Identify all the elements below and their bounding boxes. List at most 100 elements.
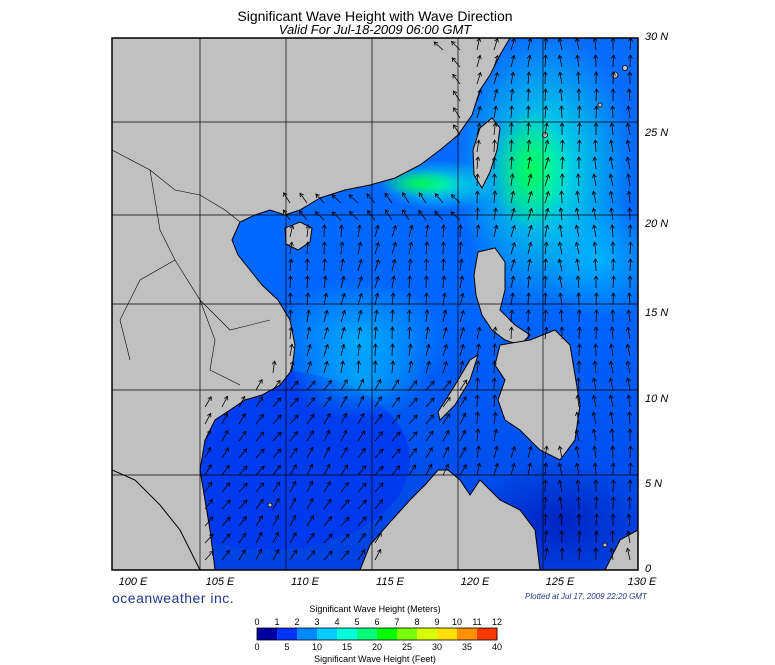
wave-arrow [306, 397, 316, 408]
wave-arrow-head [460, 292, 465, 298]
wave-arrow-head [476, 445, 481, 451]
wave-arrow-head [557, 241, 563, 247]
wave-arrow [374, 343, 376, 357]
wave-arrow [493, 123, 496, 136]
wave-arrow [221, 533, 231, 544]
wave-arrow [544, 513, 547, 527]
wave-arrow-head [407, 343, 413, 348]
wave-arrow [629, 445, 631, 459]
wave-arrow [238, 413, 246, 425]
wave-arrow-head [559, 326, 565, 331]
wave-arrow-head [576, 530, 582, 535]
wave-arrow-head [543, 462, 549, 467]
wave-arrow-head [358, 275, 363, 281]
wave-arrow-head [357, 326, 363, 332]
wave-arrow-head [324, 360, 329, 366]
wave-arrow-head [208, 498, 213, 504]
wave-arrow-head [526, 88, 531, 93]
wave-arrow-head [492, 190, 498, 195]
colorbar-meters-tick: 0 [254, 617, 260, 627]
wave-arrow [544, 157, 549, 170]
wave-arrow-head [594, 309, 599, 314]
wave-arrow [510, 259, 515, 272]
wave-arrow [459, 396, 467, 408]
wave-arrow-head [608, 156, 614, 162]
colorbar-swatch [477, 628, 498, 640]
wave-arrow [374, 327, 377, 340]
wave-arrow [476, 55, 481, 68]
wave-arrow-head [625, 343, 631, 349]
wave-arrow [204, 447, 211, 459]
wave-arrow [544, 242, 547, 255]
wave-arrow-head [559, 547, 565, 552]
wave-arrow-head [557, 54, 563, 60]
wave-arrow [221, 430, 229, 442]
wave-arrow [434, 211, 444, 221]
wave-arrow-head [408, 224, 414, 230]
wave-arrow [374, 448, 384, 459]
wave-arrow [340, 242, 343, 255]
wave-arrow [510, 208, 515, 221]
wave-arrow [544, 38, 547, 51]
wave-arrow-head [558, 496, 563, 502]
wave-arrow-head [271, 360, 277, 365]
wave-arrow-head [543, 54, 548, 59]
wave-arrow-head [593, 71, 599, 76]
wave-arrow [558, 259, 563, 272]
wave-arrow [255, 532, 263, 544]
colorbar-meters-tick: 1 [274, 617, 280, 627]
wave-arrow [627, 123, 631, 136]
wave-arrow [306, 225, 309, 238]
wave-arrow [272, 380, 281, 391]
wave-arrow-head [450, 211, 456, 216]
wave-arrow-head [257, 548, 263, 554]
wave-arrow [594, 38, 597, 51]
lon-label-125e: 125 E [545, 576, 575, 588]
wave-arrow-head [544, 139, 550, 145]
wave-arrow-head [492, 411, 498, 416]
wave-arrow-head [475, 156, 481, 161]
wave-arrow-head [510, 275, 516, 281]
wave-arrow-head [224, 447, 229, 452]
wave-arrow [289, 447, 298, 459]
wave-arrow-head [559, 173, 565, 178]
wave-arrow [442, 310, 447, 323]
wave-arrow-head [412, 380, 418, 385]
wave-arrow-head [511, 258, 516, 264]
wave-arrow-head [207, 481, 213, 487]
wave-arrow [559, 225, 563, 238]
wave-arrow-head [378, 499, 384, 504]
wave-arrow [425, 447, 433, 459]
wave-arrow [255, 448, 265, 459]
wave-arrow [476, 411, 478, 425]
colorbar-meters-tick: 3 [314, 617, 320, 627]
wave-arrow-head [593, 54, 599, 59]
wave-arrow-head [356, 360, 362, 365]
wave-arrow [544, 548, 548, 561]
wave-arrow [442, 464, 449, 476]
wave-arrow-head [477, 105, 482, 111]
wave-arrow-head [559, 190, 565, 195]
wave-arrow [408, 327, 411, 340]
wave-arrow [527, 208, 533, 221]
wave-arrow-head [309, 515, 314, 520]
wave-arrow-head [275, 548, 280, 554]
wave-arrow-head [356, 343, 362, 348]
colorbar-feet-tick: 10 [311, 642, 322, 652]
wave-arrow-head [430, 380, 435, 386]
wave-arrow-head [325, 429, 331, 435]
colorbar-meters-tick: 2 [294, 617, 300, 627]
wave-arrow-head [359, 395, 365, 401]
wave-arrow-head [626, 309, 632, 314]
wave-arrow [450, 211, 461, 221]
wave-arrow-head [560, 156, 565, 161]
map-title: Significant Wave Height with Wave Direct… [237, 8, 513, 24]
wave-arrow [493, 327, 496, 340]
wave-arrow [306, 414, 315, 425]
wave-arrow-head [413, 397, 418, 403]
wave-arrow [476, 377, 479, 391]
wave-arrow-head [379, 448, 384, 454]
wave-arrow [459, 413, 466, 425]
wave-arrow [340, 327, 345, 340]
wave-arrow [289, 414, 299, 425]
